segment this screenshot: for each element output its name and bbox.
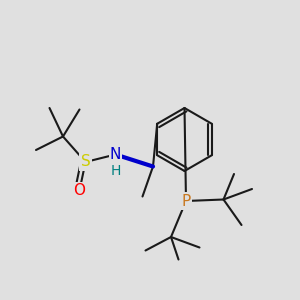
Text: S: S [81, 154, 90, 169]
Text: P: P [182, 194, 190, 208]
Text: H: H [110, 164, 121, 178]
Text: O: O [74, 183, 86, 198]
Text: N: N [110, 147, 121, 162]
